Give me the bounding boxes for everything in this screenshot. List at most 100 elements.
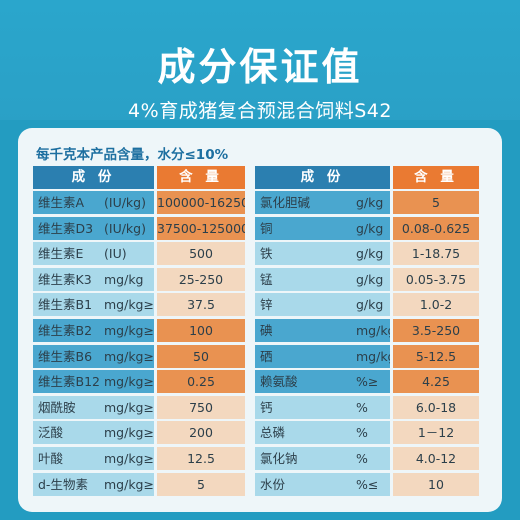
table-row-left-value: 37500-125000	[157, 216, 245, 240]
table-row-left-value: 500	[157, 242, 245, 266]
table-row-left-value: 200	[157, 421, 245, 445]
table-row-left-name: 维生素B2 mg/kg≥	[33, 319, 154, 342]
table-row-right-value: 5-12.5	[393, 344, 479, 368]
ingredient-value: 0.05-3.75	[405, 271, 467, 287]
ingredient-name: 维生素A	[38, 195, 85, 210]
ingredient-name: 钙	[260, 399, 273, 415]
ingredient-unit: mg/kg≥	[104, 399, 154, 415]
ingredient-name: 氯化钠	[260, 451, 298, 466]
ingredient-value: 1-18.75	[411, 246, 461, 262]
table-row-left-value: 5	[157, 472, 245, 496]
ingredient-value: 500	[189, 246, 213, 262]
ingredient-unit: (IU)	[104, 246, 127, 262]
ingredient-value: 1－12	[417, 425, 455, 441]
table-row-left-name: 维生素A (IU/kg)	[33, 191, 154, 214]
ingredient-value: 6.0-18	[415, 399, 457, 415]
ingredient-unit: %≤	[356, 476, 379, 492]
ingredient-value: 0.08-0.625	[401, 220, 471, 236]
ingredient-unit: mg/kg≥	[104, 476, 154, 492]
header-label: 含 量	[414, 169, 458, 185]
ingredient-unit: g/kg	[356, 271, 384, 287]
ingredient-unit: mg/kg≥	[104, 323, 154, 338]
table-row-right-name: 锰 g/kg	[255, 267, 390, 291]
table-row-left-value: 25-250	[157, 267, 245, 291]
table-row-left-name: 叶酸 mg/kg≥	[33, 447, 154, 470]
table-row-left-name: 维生素K3 mg/kg	[33, 267, 154, 291]
ingredient-name: 维生素B1	[38, 297, 93, 313]
table-row-left-name: 维生素E (IU)	[33, 242, 154, 266]
ingredient-unit: mg/kg≥	[104, 297, 154, 313]
ingredient-value: 4.25	[422, 374, 450, 390]
header-content-left: 含 量	[157, 166, 245, 189]
table-row-right-name: 铁 g/kg	[255, 242, 390, 266]
table-row-left-value: 100000-162500	[157, 191, 245, 214]
header-label: 含 量	[179, 169, 223, 185]
table-row-right-name: 总磷%	[255, 421, 390, 445]
table-row-right-name: 硒 mg/kg	[255, 344, 390, 368]
ingredient-name: 硒	[260, 348, 273, 364]
table-row-left-value: 37.5	[157, 293, 245, 317]
ingredient-name: 叶酸	[38, 451, 64, 466]
table-row-right-value: 1－12	[393, 421, 479, 445]
ingredient-value: 5	[432, 195, 440, 210]
header-content-right: 含 量	[393, 166, 479, 189]
table-row-right-name: 铜 g/kg	[255, 216, 390, 240]
ingredient-value: 200	[189, 425, 213, 441]
ingredient-unit: mg/kg≥	[104, 451, 154, 466]
ingredient-value: 750	[189, 399, 213, 415]
table-row-left-value: 12.5	[157, 447, 245, 470]
ingredient-unit: mg/kg	[356, 348, 390, 364]
table-row-right-name: 氯化钠%	[255, 447, 390, 470]
table-row-left-name: d-生物素 mg/kg≥	[33, 472, 154, 496]
ingredient-unit: g/kg	[356, 195, 384, 210]
header-label: 成 份	[71, 169, 116, 185]
ingredient-name: 赖氨酸	[260, 374, 298, 390]
ingredient-name: 烟酰胺	[38, 399, 76, 415]
table-row-left-value: 50	[157, 344, 245, 368]
ingredient-value: 0.25	[187, 374, 215, 390]
table-row-right-value: 6.0-18	[393, 395, 479, 419]
table-row-right-name: 钙%	[255, 395, 390, 419]
page-title: 成分保证值	[157, 45, 363, 89]
ingredient-name: 泛酸	[38, 425, 64, 441]
product-subtitle: 4%育成猪复合预混合饲料S42	[128, 100, 392, 122]
ingredient-unit: g/kg	[356, 297, 384, 313]
ingredient-unit: %	[356, 399, 368, 415]
table-row-right-name: 碘 mg/kg	[255, 319, 390, 342]
table-note: 每千克本产品含量，水分≤10%	[36, 147, 229, 163]
ingredient-value: 37.5	[187, 297, 215, 313]
ingredient-name: 铁	[260, 246, 273, 262]
ingredient-name: 铜	[260, 220, 273, 236]
ingredient-value: 25-250	[178, 271, 224, 287]
header-label: 成 份	[300, 169, 345, 185]
table-row-left-name: 维生素B1 mg/kg≥	[33, 293, 154, 317]
ingredient-name: 总磷	[260, 425, 286, 441]
ingredient-value: 12.5	[187, 451, 215, 466]
table-row-right-value: 4.25	[393, 370, 479, 394]
ingredient-value: 1.0-2	[419, 297, 453, 313]
ingredient-unit: mg/kg≥	[104, 425, 154, 441]
table-row-right-value: 3.5-250	[393, 319, 479, 342]
table-row-right-value: 0.05-3.75	[393, 267, 479, 291]
table-row-right-name: 水份 %≤	[255, 472, 390, 496]
ingredient-name: 锌	[260, 297, 273, 313]
ingredient-name: 维生素B6	[38, 348, 93, 364]
ingredient-unit: mg/kg≥	[104, 348, 154, 364]
ingredient-name: 维生素B2	[38, 323, 93, 338]
ingredient-unit: g/kg	[356, 246, 384, 262]
header-ingredient-left: 成 份	[33, 166, 154, 189]
ingredient-unit: g/kg	[356, 220, 384, 236]
ingredient-value: 3.5-250	[411, 323, 461, 338]
ingredient-value: 5	[197, 476, 205, 492]
table-row-left-name: 维生素D3 (IU/kg)	[33, 216, 154, 240]
ingredient-name: 氯化胆碱	[260, 195, 311, 210]
ingredient-name: 维生素D3	[38, 220, 94, 236]
ingredient-value: 100000-162500	[157, 195, 245, 210]
table-row-right-value: 0.08-0.625	[393, 216, 479, 240]
ingredient-value: 4.0-12	[415, 451, 457, 466]
table-row-right-name: 锌 g/kg	[255, 293, 390, 317]
table-row-left-name: 泛酸 mg/kg≥	[33, 421, 154, 445]
ingredient-unit: %	[356, 425, 368, 441]
ingredient-name: 维生素K3	[38, 271, 92, 287]
ingredient-name: 维生素E	[38, 246, 84, 262]
